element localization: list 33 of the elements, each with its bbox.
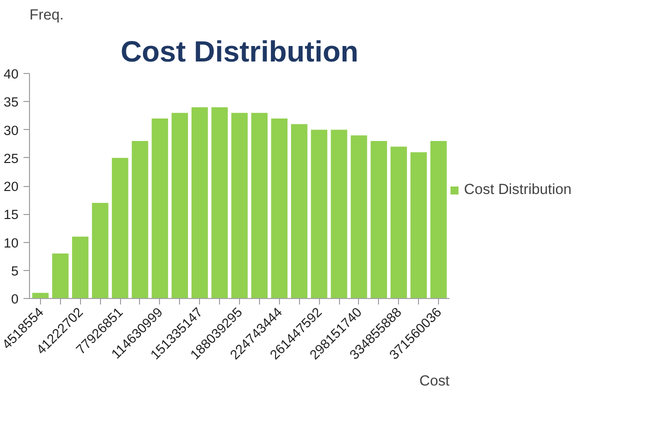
bar: [370, 141, 388, 298]
bar: [92, 202, 108, 298]
y-tick-label: 20: [4, 179, 19, 194]
y-tick-label: 35: [4, 94, 19, 110]
x-axis-title: Cost: [419, 374, 450, 390]
bar: [72, 236, 88, 298]
y-tick-label: 10: [4, 235, 19, 250]
y-tick-label: 0: [11, 292, 19, 306]
chart-title: Cost Distribution: [120, 36, 358, 68]
y-tick-label: 30: [4, 122, 19, 138]
bar: [132, 141, 148, 298]
bar: [172, 112, 188, 298]
bar: [231, 112, 248, 298]
bar: [112, 158, 128, 298]
bar: [211, 107, 228, 298]
bar: [152, 118, 168, 298]
y-tick-label: 40: [4, 66, 19, 82]
y-axis-title: Freq.: [30, 8, 64, 24]
bar: [330, 130, 348, 298]
bar: [310, 130, 328, 298]
bar: [271, 118, 288, 298]
bar: [410, 152, 427, 298]
y-tick-label: 15: [4, 207, 19, 222]
bar: [52, 254, 69, 298]
bar: [291, 124, 308, 298]
bar: [390, 146, 407, 298]
bar: [350, 135, 368, 298]
bar: [430, 141, 447, 298]
bar: [251, 112, 268, 298]
bar: [191, 107, 208, 298]
y-tick-label: 25: [4, 150, 19, 166]
y-tick-label: 5: [11, 263, 19, 278]
legend-label: Cost Distribution: [464, 182, 572, 198]
